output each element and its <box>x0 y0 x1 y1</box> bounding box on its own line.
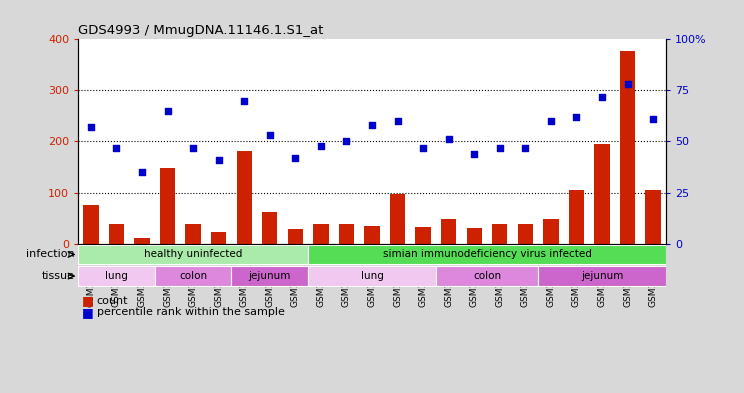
Point <box>647 116 659 122</box>
Bar <box>466 228 482 244</box>
Text: lung: lung <box>361 271 383 281</box>
Text: percentile rank within the sample: percentile rank within the sample <box>97 307 285 318</box>
Point <box>571 114 583 120</box>
Point <box>111 145 123 151</box>
Point <box>136 169 148 175</box>
Bar <box>231 266 308 286</box>
Text: count: count <box>97 296 128 306</box>
Bar <box>365 226 379 244</box>
Bar <box>543 219 559 244</box>
Text: GDS4993 / MmugDNA.11146.1.S1_at: GDS4993 / MmugDNA.11146.1.S1_at <box>78 24 324 37</box>
Bar <box>594 144 609 244</box>
Text: lung: lung <box>105 271 128 281</box>
Bar <box>83 205 98 244</box>
Text: healthy uninfected: healthy uninfected <box>144 250 243 259</box>
Point <box>391 118 403 124</box>
Point <box>213 157 225 163</box>
Point <box>596 94 608 100</box>
Bar <box>313 224 329 244</box>
Point <box>187 145 199 151</box>
Bar <box>441 219 456 244</box>
Point <box>621 81 633 87</box>
Point <box>545 118 557 124</box>
Bar <box>237 151 252 244</box>
Bar <box>390 194 405 244</box>
Text: jejunum: jejunum <box>248 271 291 281</box>
Bar <box>155 266 231 286</box>
Bar <box>538 266 666 286</box>
Point <box>161 108 173 114</box>
Text: colon: colon <box>179 271 207 281</box>
Text: jejunum: jejunum <box>581 271 623 281</box>
Text: infection: infection <box>26 250 74 259</box>
Bar <box>492 224 507 244</box>
Point <box>289 155 301 161</box>
Bar <box>436 266 538 286</box>
Text: colon: colon <box>473 271 501 281</box>
Point <box>85 124 97 130</box>
Bar <box>78 245 308 264</box>
Bar <box>518 224 533 244</box>
Bar <box>646 190 661 244</box>
Bar <box>135 237 150 244</box>
Text: ■: ■ <box>82 306 94 319</box>
Bar <box>185 224 201 244</box>
Bar <box>288 230 303 244</box>
Point <box>494 145 506 151</box>
Point <box>238 97 250 104</box>
Point <box>468 151 480 157</box>
Bar <box>211 232 226 244</box>
Bar <box>568 190 584 244</box>
Bar <box>308 266 436 286</box>
Bar <box>160 168 176 244</box>
Text: ■: ■ <box>82 294 94 307</box>
Bar <box>262 212 278 244</box>
Point <box>366 122 378 128</box>
Bar <box>620 51 635 244</box>
Point <box>264 132 276 138</box>
Text: tissue: tissue <box>42 271 74 281</box>
Bar <box>308 245 666 264</box>
Point <box>519 145 531 151</box>
Bar <box>339 224 354 244</box>
Text: simian immunodeficiency virus infected: simian immunodeficiency virus infected <box>382 250 591 259</box>
Bar <box>78 266 155 286</box>
Point <box>443 136 455 143</box>
Bar <box>109 224 124 244</box>
Point <box>315 142 327 149</box>
Point <box>341 138 353 145</box>
Bar <box>415 227 431 244</box>
Point <box>417 145 429 151</box>
